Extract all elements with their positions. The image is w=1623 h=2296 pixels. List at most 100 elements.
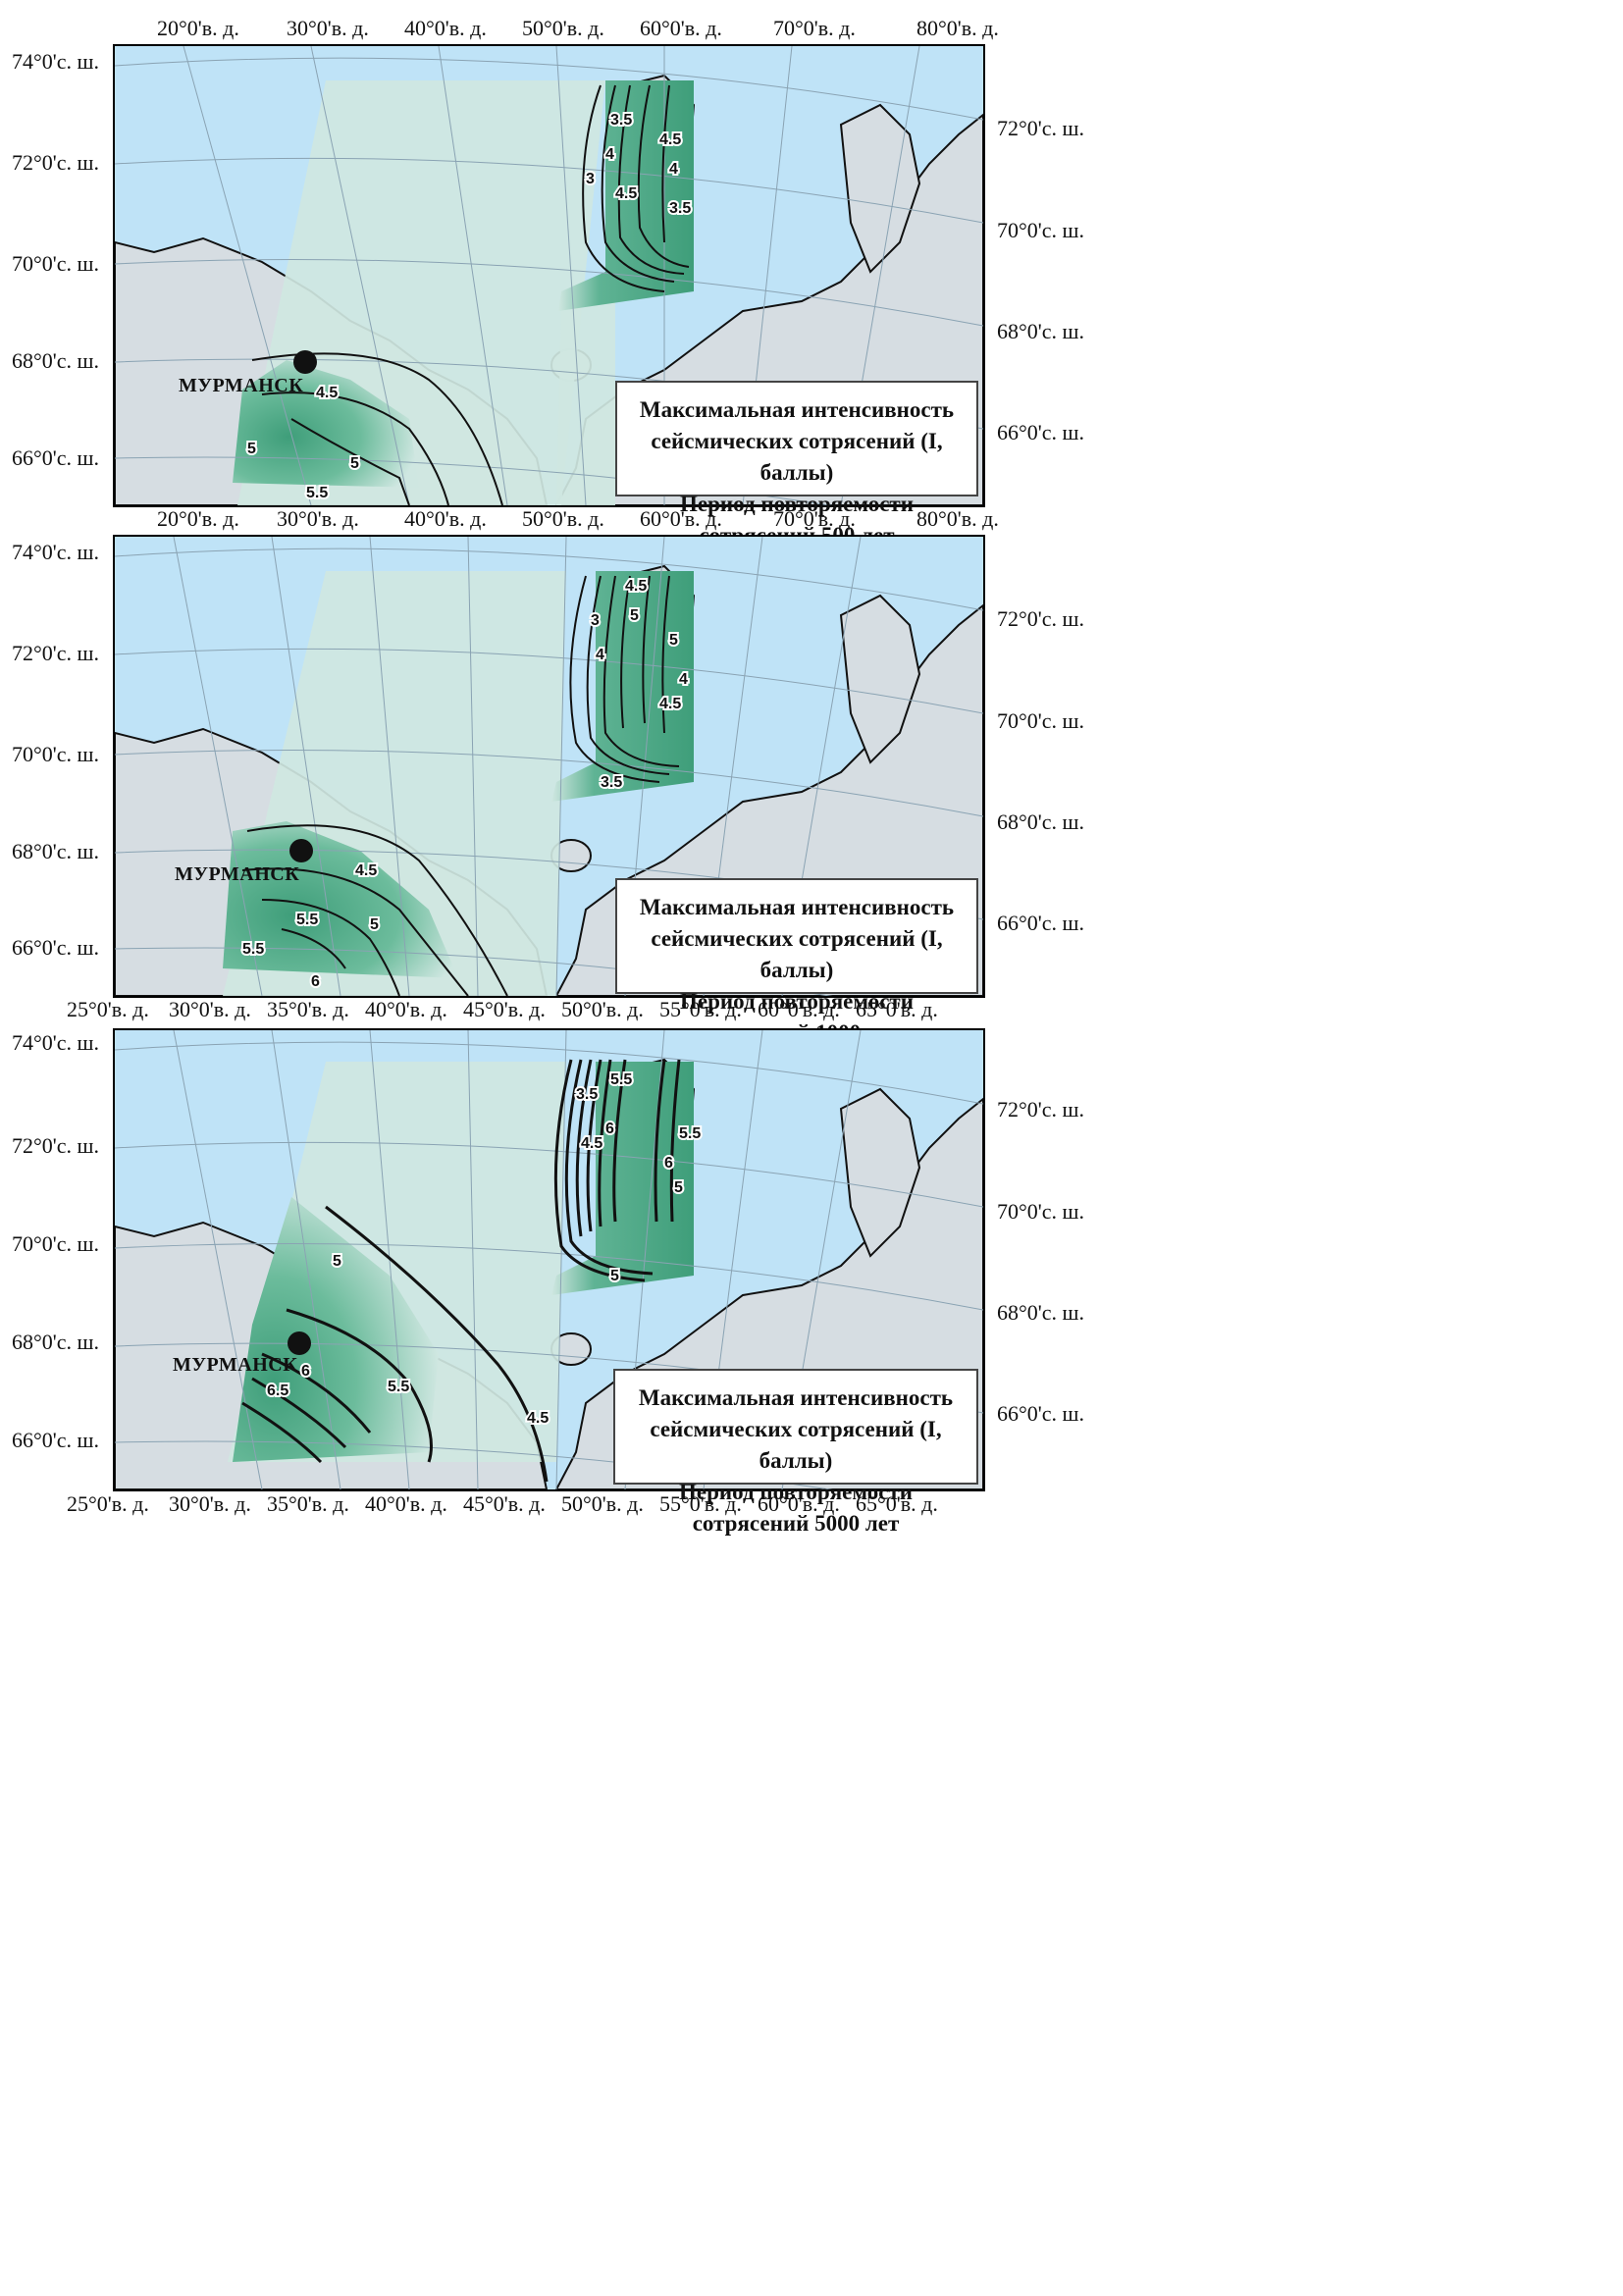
- legend-line: Максимальная интенсивность: [639, 895, 955, 919]
- contour-label: 6: [664, 1155, 673, 1172]
- map-panel-500: 20°0'в. д. 30°0'в. д. 40°0'в. д. 50°0'в.…: [0, 0, 1623, 765]
- city-label: МУРМАНСК: [179, 375, 304, 396]
- bottom-lon-label: 65°0'в. д.: [856, 1491, 938, 1516]
- city-marker: [288, 1331, 311, 1355]
- contour-lines: [251, 84, 690, 505]
- hazard-zone-nz: [551, 571, 694, 802]
- graticule: [115, 537, 983, 996]
- contour-label: 3.5: [610, 112, 632, 129]
- hazard-zone-kola: [223, 821, 458, 978]
- left-lat-label: 70°0'с. ш.: [12, 1231, 99, 1256]
- contour-label: 4.5: [527, 1410, 549, 1427]
- bottom-lon-label: 30°0'в. д.: [169, 997, 251, 1021]
- left-lat-label: 68°0'с. ш.: [12, 348, 99, 373]
- contour-label: 4: [605, 146, 614, 163]
- contour-label: 3.5: [576, 1086, 598, 1103]
- bottom-lon-label: 55°0'в. д.: [659, 1491, 742, 1516]
- right-lat-label: 68°0'с. ш.: [997, 809, 1084, 834]
- bottom-lon-label: 45°0'в. д.: [463, 997, 546, 1021]
- contour-label: 5.5: [242, 941, 264, 958]
- hazard-zone-nz: [558, 80, 694, 311]
- right-lat-label: 72°0'с. ш.: [997, 116, 1084, 140]
- contour-label: 5: [630, 607, 639, 624]
- bottom-lon-label: 70°0'в. д.: [773, 506, 856, 531]
- left-lat-label: 66°0'с. ш.: [12, 445, 99, 470]
- legend-line: Максимальная интенсивность: [639, 397, 955, 422]
- right-lat-label: 70°0'с. ш.: [997, 1199, 1084, 1224]
- right-lat-label: 70°0'с. ш.: [997, 218, 1084, 242]
- bottom-lon-label: 55°0'в. д.: [659, 997, 742, 1021]
- left-lat-label: 74°0'с. ш.: [12, 49, 99, 74]
- top-lon-label: 30°0'в. д.: [287, 16, 369, 40]
- contour-label: 5: [669, 632, 678, 649]
- legend-box: Максимальная интенсивность сейсмических …: [613, 1369, 978, 1536]
- contour-label: 5.5: [306, 485, 328, 501]
- bottom-lon-label: 25°0'в. д.: [67, 997, 149, 1021]
- contour-lines: [241, 575, 680, 996]
- contour-lines: [241, 1059, 681, 1483]
- bottom-lon-label: 45°0'в. д.: [463, 1491, 546, 1516]
- bottom-lon-label: 60°0'в. д.: [758, 1491, 840, 1516]
- contour-label: 4.5: [355, 862, 377, 879]
- city-label: МУРМАНСК: [175, 863, 300, 885]
- contour-label: 3: [591, 612, 600, 629]
- right-lat-label: 66°0'с. ш.: [997, 420, 1084, 444]
- top-lon-label: 60°0'в. д.: [640, 16, 722, 40]
- analysis-region-east: [556, 296, 615, 505]
- bottom-lon-label: 50°0'в. д.: [561, 997, 644, 1021]
- map-panel-5000: 74°0'с. ш. 72°0'с. ш. 70°0'с. ш. 68°0'с.…: [12, 1028, 1084, 1536]
- contour-label: 3.5: [601, 774, 622, 791]
- right-lat-label: 68°0'с. ш.: [997, 1300, 1084, 1325]
- right-lat-label: 68°0'с. ш.: [997, 319, 1084, 343]
- left-lat-label: 72°0'с. ш.: [12, 1133, 99, 1158]
- bottom-lon-label: 60°0'в. д.: [758, 997, 840, 1021]
- map-panel-1000: 74°0'с. ш. 72°0'с. ш. 70°0'с. ш. 68°0'с.…: [0, 0, 1623, 1045]
- left-lat-label: 66°0'с. ш.: [12, 1428, 99, 1452]
- legend-line: сейсмических сотрясений (I, баллы): [651, 926, 943, 982]
- bottom-lon-label: 30°0'в. д.: [277, 506, 359, 531]
- legend-line: Максимальная интенсивность: [638, 1385, 954, 1410]
- left-lat-label: 68°0'с. ш.: [12, 839, 99, 863]
- legend-line: Период повторяемости: [680, 989, 914, 1014]
- contour-label: 6: [605, 1121, 614, 1137]
- contour-label: 5: [610, 1268, 619, 1284]
- top-lon-label: 70°0'в. д.: [773, 16, 856, 40]
- contour-label: 4: [596, 647, 604, 663]
- contour-label: 4.5: [316, 385, 338, 401]
- bottom-lon-label: 80°0'в. д.: [916, 506, 999, 531]
- land-yamal: [839, 103, 921, 274]
- left-lat-label: 72°0'с. ш.: [12, 641, 99, 665]
- land-yamal: [839, 1087, 921, 1258]
- contour-label: 4: [679, 671, 688, 688]
- left-lat-label: 66°0'с. ш.: [12, 935, 99, 960]
- city-label: МУРМАНСК: [173, 1354, 298, 1376]
- bottom-lon-label: 50°0'в. д.: [561, 1491, 644, 1516]
- top-lon-label: 20°0'в. д.: [157, 16, 239, 40]
- bottom-lon-label: 40°0'в. д.: [365, 1491, 447, 1516]
- bottom-lon-label: 50°0'в. д.: [522, 506, 604, 531]
- right-lat-label: 66°0'с. ш.: [997, 1401, 1084, 1426]
- left-lat-label: 72°0'с. ш.: [12, 150, 99, 175]
- right-lat-label: 70°0'с. ш.: [997, 708, 1084, 733]
- contour-label: 6: [311, 973, 320, 990]
- right-lat-label: 72°0'с. ш.: [997, 1097, 1084, 1122]
- legend-line: Период повторяемости: [680, 492, 914, 516]
- left-lat-label: 74°0'с. ш.: [12, 540, 99, 564]
- bottom-lon-label: 40°0'в. д.: [365, 997, 447, 1021]
- contour-label: 5.5: [388, 1379, 409, 1395]
- contour-label: 5: [370, 916, 379, 933]
- contour-label: 5: [350, 455, 359, 472]
- contour-label: 4.5: [659, 696, 681, 712]
- left-lat-label: 70°0'с. ш.: [12, 251, 99, 276]
- legend-line: сотрясений 5000 лет: [692, 1511, 900, 1536]
- contour-label: 5: [247, 441, 256, 457]
- top-lon-label: 80°0'в. д.: [916, 16, 999, 40]
- bottom-lon-label: 35°0'в. д.: [267, 1491, 349, 1516]
- legend-line: Период повторяемости: [679, 1480, 913, 1504]
- contour-label: 3.5: [669, 200, 691, 217]
- contour-label: 5: [674, 1179, 683, 1196]
- contour-label: 4: [669, 161, 678, 178]
- top-lon-label: 40°0'в. д.: [404, 16, 487, 40]
- land-yamal: [839, 594, 921, 764]
- legend-line: сейсмических сотрясений (I, баллы): [650, 1417, 942, 1473]
